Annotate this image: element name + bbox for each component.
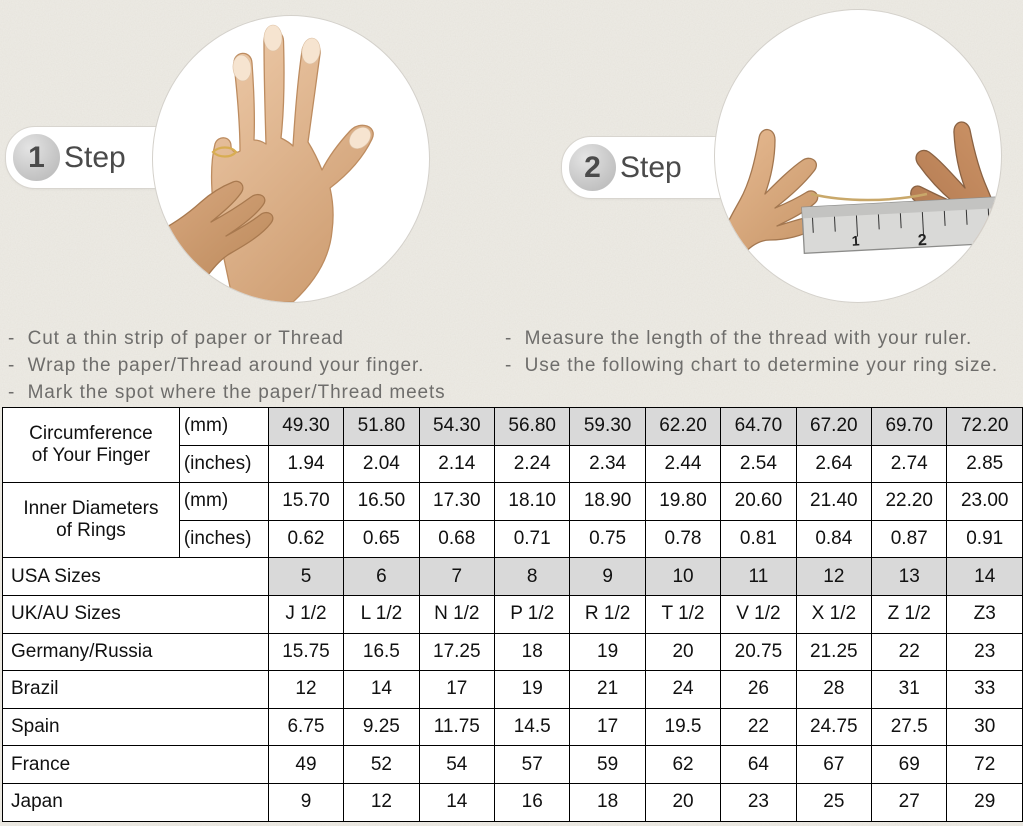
svg-text:3: 3 xyxy=(982,226,991,242)
svg-text:2: 2 xyxy=(917,232,927,249)
svg-text:1: 1 xyxy=(851,232,860,248)
